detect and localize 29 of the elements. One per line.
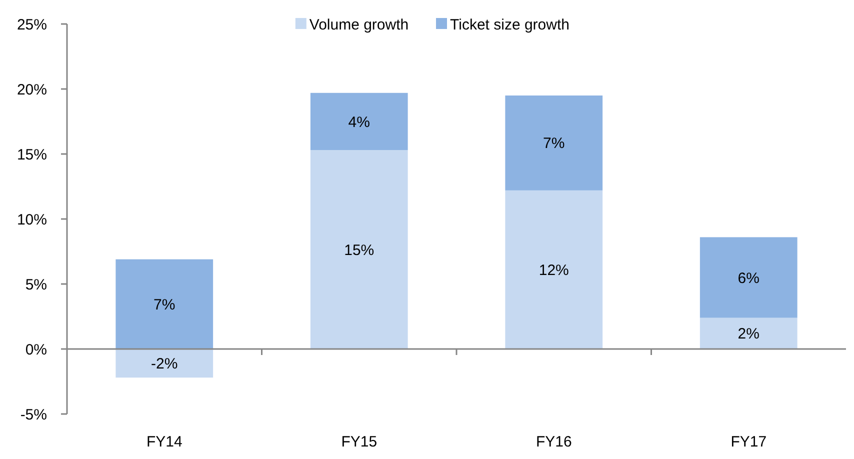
x-tick-label: FY14	[146, 433, 182, 450]
bar	[700, 237, 798, 318]
bar	[116, 349, 214, 378]
bar	[505, 96, 603, 190]
x-tick-label: FY17	[730, 433, 767, 450]
data-label: 2%	[738, 326, 760, 343]
bar	[310, 92, 408, 150]
data-label: 7%	[543, 135, 565, 152]
data-label: 15%	[344, 242, 374, 259]
y-tick-label: 0%	[25, 341, 47, 358]
bar	[505, 190, 603, 349]
data-label: 12%	[538, 262, 569, 279]
y-tick-label: 5%	[25, 276, 47, 294]
x-tick-label: FY16	[536, 433, 572, 450]
bar	[116, 259, 214, 349]
data-label: 7%	[154, 296, 176, 314]
legend-label: Volume growth	[309, 16, 409, 34]
bar	[310, 150, 408, 349]
y-tick-label: 25%	[16, 16, 47, 34]
y-tick-label: 10%	[16, 211, 47, 228]
data-label: 4%	[348, 114, 370, 131]
x-tick-label: FY15	[341, 433, 378, 450]
bar	[700, 318, 798, 349]
data-label: 6%	[738, 270, 760, 287]
data-label: -2%	[151, 356, 178, 373]
y-tick-label: 15%	[16, 146, 47, 164]
legend-label: Ticket size growth	[450, 16, 570, 34]
y-tick-label: -5%	[20, 406, 47, 424]
y-tick-label: 20%	[16, 81, 47, 98]
